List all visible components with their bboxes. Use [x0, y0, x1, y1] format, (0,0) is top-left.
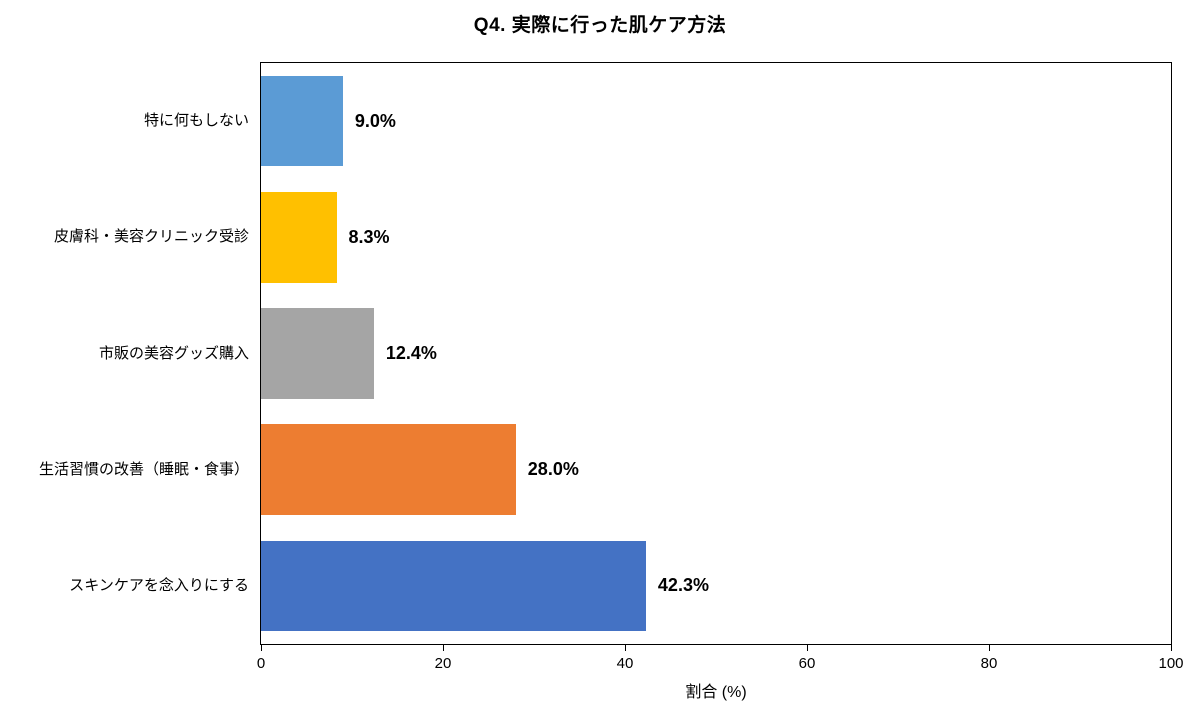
- bar: [261, 75, 343, 167]
- category-label: 特に何もしない: [143, 112, 249, 130]
- x-tick-mark: [989, 644, 990, 651]
- x-axis-label: 割合 (%): [685, 684, 747, 701]
- bar: [261, 424, 516, 516]
- x-tick-label: 20: [434, 655, 452, 672]
- x-tick-mark: [443, 644, 444, 651]
- value-label: 9.0%: [354, 110, 396, 131]
- category-label: 皮膚科・美容クリニック受診: [53, 228, 249, 246]
- bar: [261, 191, 337, 283]
- category-label: 生活習慣の改善（睡眠・食事）: [38, 460, 249, 478]
- x-tick-mark: [807, 644, 808, 651]
- x-tick-mark: [1171, 644, 1172, 651]
- bar-row: 生活習慣の改善（睡眠・食事） 28.0%: [39, 412, 1171, 528]
- value-label: 12.4%: [385, 343, 437, 363]
- x-tick-label: 80: [980, 655, 998, 672]
- plot-area: 特に何もしない 9.0% 皮膚科・美容クリニック受診 8.3% 市販の美容グッズ購入 12…: [39, 62, 1184, 672]
- bar: [261, 308, 374, 399]
- x-tick-label: 40: [616, 655, 634, 672]
- bar-row: 皮膚科・美容クリニック受診 8.3%: [54, 179, 1171, 295]
- bar: [261, 540, 646, 632]
- x-tick-mark: [261, 644, 262, 651]
- value-label: 8.3%: [348, 226, 390, 247]
- value-label: 42.3%: [657, 575, 709, 596]
- x-tick-mark: [625, 644, 626, 651]
- category-label: 市販の美容グッズ購入: [98, 344, 249, 362]
- category-label: スキンケアを念入りにする: [69, 576, 249, 594]
- bar-rows: 特に何もしない 9.0% 皮膚科・美容クリニック受診 8.3% 市販の美容グッズ購入 12…: [39, 63, 1171, 644]
- x-tick-label: 60: [798, 655, 816, 672]
- x-tick-label: 0: [256, 655, 266, 672]
- bar-row: 市販の美容グッズ購入 12.4%: [99, 295, 1171, 411]
- bar-row: 特に何もしない 9.0%: [144, 63, 1171, 179]
- bar-row: スキンケアを念入りにする 42.3%: [69, 528, 1171, 644]
- value-label: 28.0%: [527, 459, 579, 480]
- x-tick-label: 100: [1158, 655, 1184, 672]
- chart-title: Q4. 実際に行った肌ケア方法: [473, 15, 727, 36]
